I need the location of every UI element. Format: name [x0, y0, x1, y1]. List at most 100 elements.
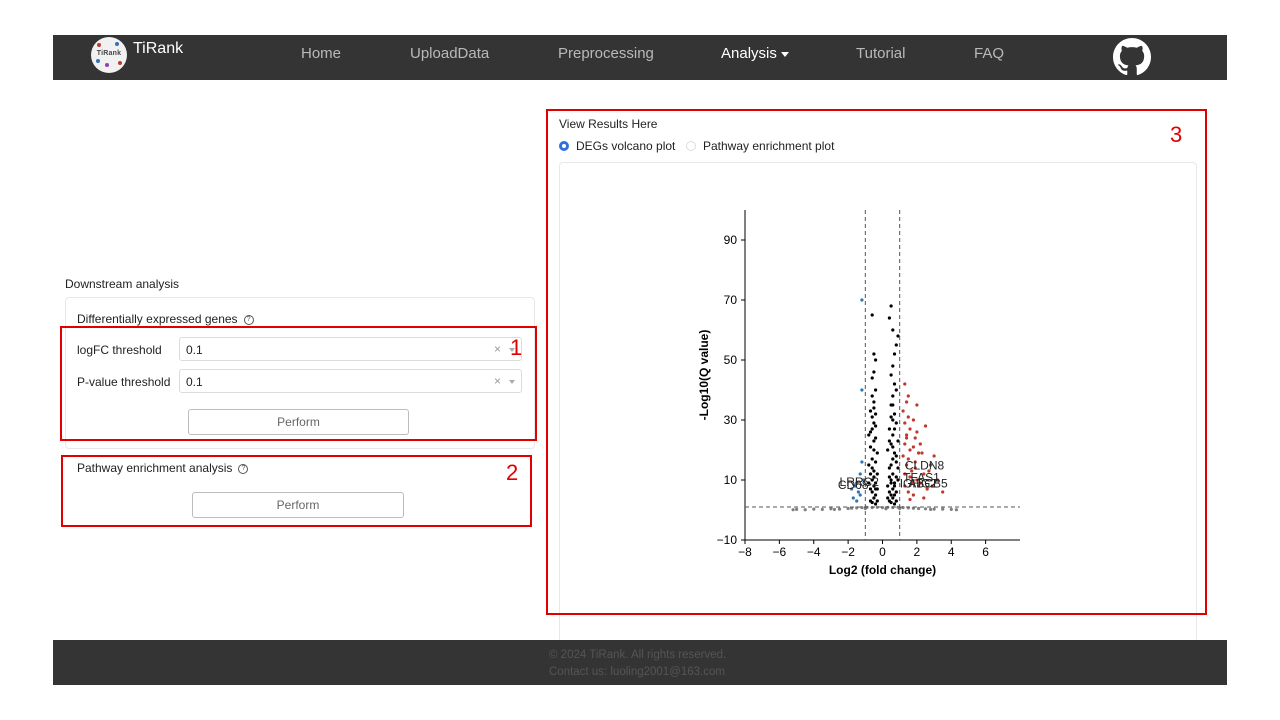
brand-logo[interactable]: TiRank TiRank	[91, 37, 183, 77]
volcano-point-up	[903, 382, 907, 386]
volcano-point-low	[829, 507, 833, 511]
nav-home[interactable]: Home	[301, 45, 342, 62]
volcano-point-up	[905, 463, 909, 467]
nav-uploaddata[interactable]: UploadData	[410, 45, 490, 62]
x-tick-label: 6	[982, 545, 989, 559]
volcano-point-ns	[870, 466, 874, 470]
volcano-point-up	[910, 481, 914, 485]
volcano-point-low	[954, 508, 958, 512]
volcano-point-ns	[872, 469, 876, 473]
radio-volcano-label[interactable]: DEGs volcano plot	[576, 139, 676, 153]
volcano-point-up	[903, 472, 907, 476]
volcano-point-up	[920, 451, 924, 455]
logo-badge-icon: TiRank	[91, 37, 127, 73]
pvalue-label: P-value threshold	[77, 375, 171, 389]
volcano-point-up	[935, 478, 940, 482]
gene-label: ABCB5	[908, 477, 948, 491]
github-icon[interactable]	[1113, 38, 1151, 76]
volcano-point-ns	[889, 415, 893, 419]
volcano-point-ns	[894, 490, 898, 494]
volcano-point-down	[858, 493, 862, 497]
y-tick-label: 50	[724, 353, 738, 367]
volcano-point-ns	[875, 499, 879, 503]
nav-analysis-label: Analysis	[721, 45, 777, 62]
volcano-point-ns	[870, 394, 874, 398]
x-axis-title: Log2 (fold change)	[829, 563, 936, 577]
volcano-point-up	[903, 442, 907, 446]
radio-volcano[interactable]	[559, 141, 569, 151]
volcano-point-up	[911, 418, 915, 422]
volcano-point-ns	[896, 334, 900, 338]
chevron-down-icon[interactable]	[509, 380, 515, 384]
volcano-point-low	[941, 507, 945, 511]
annotation-number-1: 1	[510, 335, 523, 360]
volcano-point-up	[929, 463, 933, 467]
volcano-point-ns	[872, 439, 876, 443]
pathway-perform-button[interactable]: Perform	[192, 492, 404, 518]
volcano-point-ns	[886, 484, 890, 488]
nav-tutorial[interactable]: Tutorial	[856, 45, 906, 62]
help-icon[interactable]: ?	[243, 314, 254, 325]
volcano-point-ns	[872, 484, 876, 488]
pvalue-value: 0.1	[186, 375, 203, 389]
volcano-point-ns	[892, 451, 897, 455]
pvalue-select[interactable]: 0.1 ×	[179, 369, 522, 393]
volcano-point-ns	[892, 412, 897, 416]
volcano-point-ns	[874, 358, 878, 362]
nav-faq[interactable]: FAQ	[974, 45, 1005, 62]
volcano-point-up	[917, 451, 921, 455]
nav-preprocessing[interactable]: Preprocessing	[558, 45, 654, 62]
volcano-point-ns	[894, 460, 898, 464]
volcano-point-ns	[894, 475, 898, 479]
volcano-point-up	[906, 394, 910, 398]
volcano-point-ns	[867, 433, 871, 437]
volcano-point-ns	[874, 481, 878, 485]
volcano-point-ns	[868, 409, 873, 413]
volcano-point-down	[856, 490, 860, 494]
volcano-point-ns	[891, 418, 895, 422]
volcano-point-ns	[887, 316, 891, 320]
volcano-point-ns	[896, 466, 900, 470]
chevron-down-icon[interactable]	[509, 348, 515, 352]
volcano-point-ns	[870, 500, 874, 505]
nav-analysis-dropdown[interactable]: Analysis	[721, 45, 789, 62]
gene-label: TFAS1	[903, 471, 940, 485]
gene-label: IGHG2	[900, 477, 938, 491]
radio-pathway[interactable]	[686, 141, 696, 151]
volcano-point-ns	[868, 472, 873, 476]
volcano-point-up	[932, 454, 936, 458]
brand-name: TiRank	[133, 40, 184, 57]
volcano-point-ns	[870, 376, 874, 380]
x-tick-label: −4	[807, 545, 821, 559]
volcano-point-ns	[892, 484, 897, 488]
gene-label: LRRC2	[840, 475, 880, 489]
volcano-point-ns	[894, 343, 898, 347]
volcano-point-ns	[875, 451, 879, 455]
results-card	[559, 162, 1197, 654]
volcano-point-up	[905, 433, 909, 437]
volcano-point-ns	[874, 388, 878, 392]
volcano-point-up	[913, 436, 917, 440]
radio-pathway-label[interactable]: Pathway enrichment plot	[703, 139, 835, 153]
volcano-point-up	[913, 460, 917, 464]
volcano-point-ns	[872, 475, 876, 479]
volcano-point-low	[898, 506, 902, 511]
footer-contact: Contact us: luoling2001@163.com	[549, 666, 725, 678]
clear-icon[interactable]: ×	[493, 342, 501, 356]
volcano-point-down	[850, 487, 854, 491]
deg-perform-button[interactable]: Perform	[188, 409, 409, 435]
volcano-point-low	[820, 507, 824, 511]
volcano-point-ns	[886, 448, 890, 452]
volcano-point-low	[860, 506, 864, 510]
volcano-point-up	[910, 469, 914, 473]
logfc-value: 0.1	[186, 343, 203, 357]
volcano-point-ns	[894, 421, 898, 425]
gene-label: CLDN8	[905, 459, 945, 473]
volcano-point-up	[930, 484, 934, 488]
volcano-point-ns	[868, 430, 873, 434]
clear-icon[interactable]: ×	[493, 374, 501, 388]
logfc-select[interactable]: 0.1 ×	[179, 337, 522, 361]
logfc-label: logFC threshold	[77, 343, 162, 357]
y-tick-label: 10	[724, 473, 738, 487]
help-icon[interactable]: ?	[238, 463, 249, 474]
